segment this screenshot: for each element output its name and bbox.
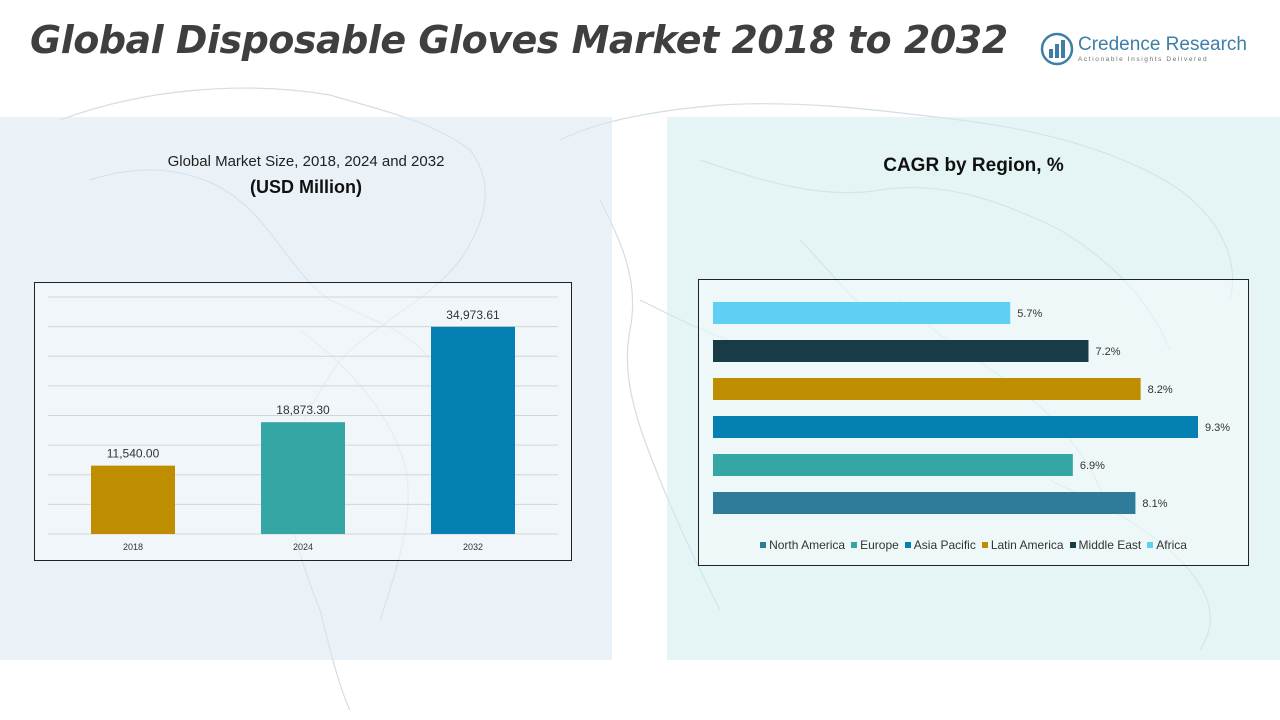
bar-value-label: 34,973.61 [446, 308, 500, 322]
legend-label: Europe [860, 538, 899, 552]
legend-swatch [1147, 542, 1154, 548]
cagr-value-label: 7.2% [1095, 346, 1120, 358]
legend-swatch [904, 542, 911, 548]
logo-mark-icon [1040, 32, 1074, 66]
cagr-value-label: 9.3% [1205, 422, 1230, 434]
legend-item: Middle East [1069, 538, 1142, 552]
cagr-legend: North America Europe Asia Pacific Latin Ame… [698, 538, 1249, 552]
market-size-unit: (USD Million) [250, 177, 362, 197]
legend-swatch [760, 542, 767, 548]
x-tick-label: 2024 [293, 542, 313, 552]
bar-2032 [431, 326, 515, 534]
legend-swatch [851, 542, 858, 548]
legend-label: North America [769, 538, 846, 552]
cagr-value-label: 6.9% [1080, 460, 1105, 472]
legend-item: Europe [851, 538, 899, 552]
legend-item: Asia Pacific [904, 538, 976, 552]
logo-tagline: Actionable Insights Delivered [1078, 56, 1209, 63]
cagr-bar-chart: 5.7% 7.2% 8.2% 9.3% 6.9% 8.1% [713, 302, 1230, 514]
market-size-subtitle: Global Market Size, 2018, 2024 and 2032 [167, 153, 445, 170]
x-tick-label: 2032 [463, 542, 483, 552]
legend-item: Africa [1147, 538, 1187, 552]
legend-label: Africa [1156, 538, 1187, 552]
legend-label: Middle East [1078, 538, 1142, 552]
cagr-title: CAGR by Region, % [883, 155, 1064, 176]
cagr-bar-north-america [713, 492, 1136, 514]
cagr-bar-middle-east [713, 340, 1089, 362]
cagr-bar-europe [713, 454, 1073, 476]
cagr-bar-latin-america [713, 378, 1141, 400]
page-title: Global Disposable Gloves Market 2018 to … [30, 18, 1008, 62]
cagr-value-label: 5.7% [1017, 308, 1042, 320]
cagr-bar-africa [713, 302, 1011, 324]
logo-name: Credence Research [1078, 34, 1247, 55]
market-size-bar-chart: 11,540.00 2018 18,873.30 2024 34,973.61 2032 [48, 296, 558, 552]
bar-value-label: 11,540.00 [107, 447, 160, 461]
legend-item: Latin America [981, 538, 1064, 552]
legend-item: North America [760, 538, 845, 552]
bar-2018 [91, 465, 175, 534]
cagr-value-label: 8.2% [1148, 384, 1173, 396]
legend-swatch [1069, 542, 1076, 548]
bar-value-label: 18,873.30 [276, 403, 330, 417]
brand-logo: Credence Research Actionable Insights De… [1040, 30, 1260, 70]
legend-label: Asia Pacific [913, 538, 976, 552]
cagr-value-label: 8.1% [1142, 498, 1167, 510]
legend-swatch [981, 542, 988, 548]
bar-2024 [261, 422, 345, 534]
x-tick-label: 2018 [123, 542, 143, 552]
legend-label: Latin America [990, 538, 1064, 552]
cagr-bar-asia-pacific [713, 416, 1198, 438]
